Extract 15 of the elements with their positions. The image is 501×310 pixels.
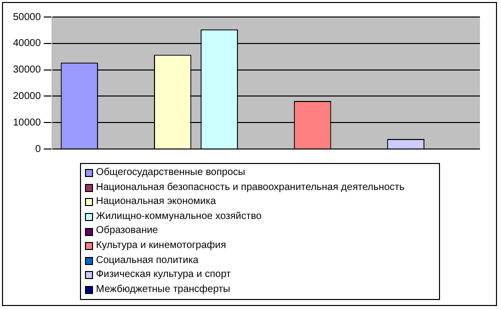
legend-label: Общегосударственные вопросы [96,166,246,180]
legend-label: Национальная экономика [96,195,216,210]
y-tick-label: 50000 [12,12,42,23]
legend-label: Физическая культура и спорт [96,268,231,282]
legend-label: Межбюджетные трансферты [96,282,230,297]
legend-label: Жилищно-коммунальное хозяйство [96,210,262,224]
y-tick-label: 40000 [12,38,42,50]
legend-label: Социальная политика [96,254,198,268]
y-tick-label: 20000 [12,90,42,102]
y-tick-label: 0 [35,144,42,155]
y-tick-label: 30000 [12,64,42,76]
y-tick-label: 10000 [12,117,42,128]
legend-label: Культура и кинемотография [96,238,226,253]
legend-label: Национальная безопасность и правоохранительная деятельность [96,180,404,195]
legend-label: Образование [96,224,158,238]
